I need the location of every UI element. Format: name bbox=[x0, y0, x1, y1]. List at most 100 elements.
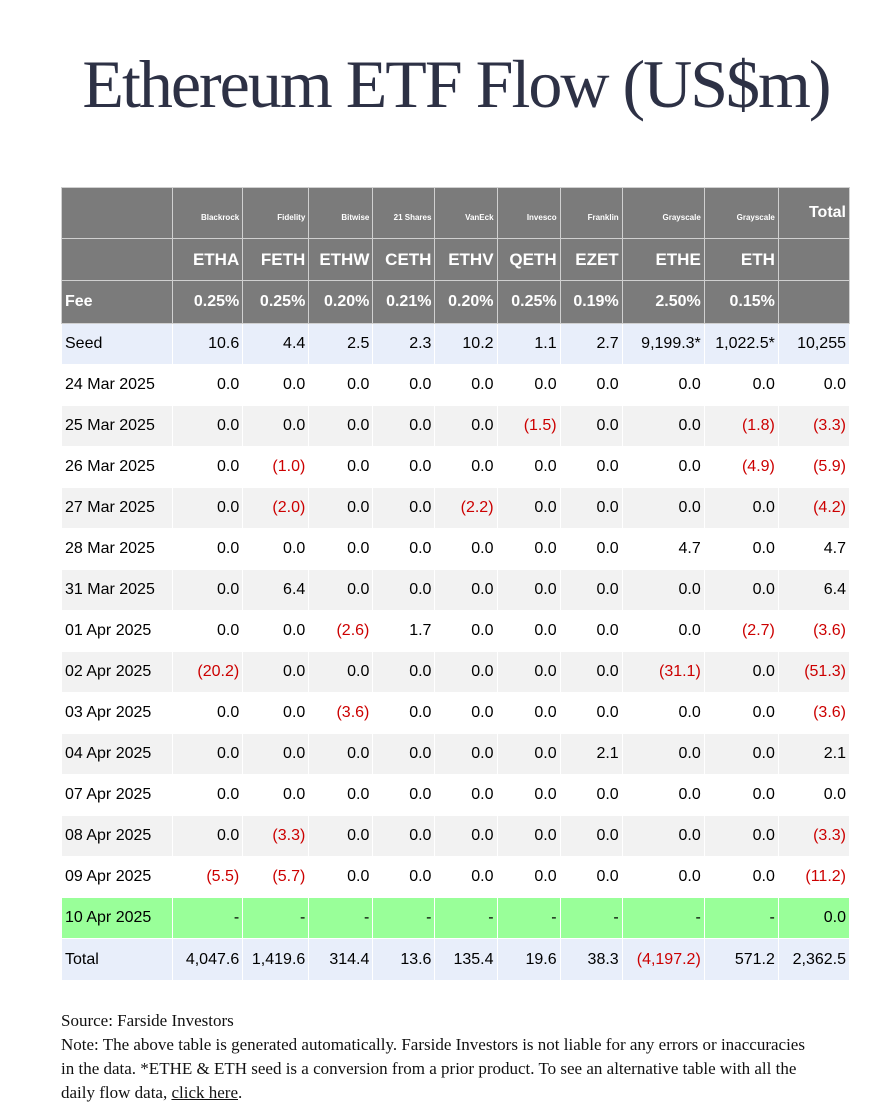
flow-cell: 0.0 bbox=[172, 610, 244, 652]
flow-cell: - bbox=[242, 897, 310, 939]
fee-label: Fee bbox=[60, 280, 174, 324]
flow-cell: 0.0 bbox=[372, 651, 436, 693]
flow-cell: 0.0 bbox=[434, 405, 498, 447]
flow-cell: (11.2) bbox=[777, 856, 851, 898]
flow-cell: (3.6) bbox=[308, 692, 374, 734]
flow-cell: 2.1 bbox=[777, 733, 851, 775]
ticker-header: ETHV bbox=[434, 238, 498, 281]
flow-cell: 0.0 bbox=[372, 528, 436, 570]
table-row: 07 Apr 2025 0.0 0.0 0.0 0.0 0.0 0.0 0.0 0.0 0.0 0.… bbox=[60, 774, 851, 816]
flow-cell: (51.3) bbox=[777, 651, 851, 693]
flow-cell: 0.0 bbox=[496, 774, 561, 816]
flow-cell: 0.0 bbox=[621, 610, 705, 652]
flow-cell: 0.0 bbox=[559, 569, 623, 611]
row-label: Total bbox=[60, 938, 174, 981]
flow-cell: 4.4 bbox=[242, 323, 310, 365]
issuer-header: Grayscale bbox=[703, 187, 779, 239]
click-here-link[interactable]: click here bbox=[171, 1083, 239, 1102]
flow-cell: 0.0 bbox=[434, 651, 498, 693]
table-row: 09 Apr 2025 (5.5) (5.7) 0.0 0.0 0.0 0.0 0.0 0.0 0… bbox=[60, 856, 851, 898]
flow-cell: 0.0 bbox=[434, 692, 498, 734]
flow-cell: 0.0 bbox=[372, 364, 436, 406]
flow-cell: 0.0 bbox=[703, 733, 779, 775]
flow-cell: 4.7 bbox=[621, 528, 705, 570]
issuer-header: VanEck bbox=[434, 187, 498, 239]
flow-cell: 0.0 bbox=[242, 528, 310, 570]
flow-cell: - bbox=[621, 897, 705, 939]
flow-cell: 0.0 bbox=[372, 815, 436, 857]
header-blank-cell bbox=[60, 187, 174, 239]
flow-cell: 0.0 bbox=[372, 446, 436, 488]
fee-cell: 0.20% bbox=[434, 280, 498, 324]
flow-cell: - bbox=[559, 897, 623, 939]
issuer-header: Blackrock bbox=[172, 187, 244, 239]
flow-cell: 0.0 bbox=[242, 774, 310, 816]
flow-cell: 0.0 bbox=[172, 733, 244, 775]
flow-cell: 0.0 bbox=[242, 651, 310, 693]
flow-cell: - bbox=[496, 897, 561, 939]
flow-cell: 0.0 bbox=[621, 733, 705, 775]
flow-cell: 0.0 bbox=[372, 405, 436, 447]
flow-cell: - bbox=[308, 897, 374, 939]
table-row: 25 Mar 2025 0.0 0.0 0.0 0.0 0.0 (1.5) 0.0 0.0 (1.… bbox=[60, 405, 851, 447]
note-end: . bbox=[238, 1083, 243, 1102]
issuer-header: 21 Shares bbox=[372, 187, 436, 239]
flow-cell: 4,047.6 bbox=[172, 938, 244, 981]
flow-cell: 0.0 bbox=[621, 856, 705, 898]
flow-cell: 0.0 bbox=[372, 856, 436, 898]
flow-cell: 0.0 bbox=[621, 815, 705, 857]
flow-cell: 0.0 bbox=[308, 405, 374, 447]
issuer-header: Bitwise bbox=[308, 187, 374, 239]
issuer-header: Fidelity bbox=[242, 187, 310, 239]
flow-cell: (5.9) bbox=[777, 446, 851, 488]
flow-cell: 0.0 bbox=[434, 610, 498, 652]
flow-cell: 0.0 bbox=[434, 528, 498, 570]
flow-cell: 0.0 bbox=[372, 487, 436, 529]
total-row: Total 4,047.6 1,419.6 314.4 13.6 135.4 19.6 38.… bbox=[60, 938, 851, 981]
flow-cell: 0.0 bbox=[621, 446, 705, 488]
flow-cell: 0.0 bbox=[621, 364, 705, 406]
flow-cell: 0.0 bbox=[308, 651, 374, 693]
flow-cell: 0.0 bbox=[559, 446, 623, 488]
flow-cell: (3.3) bbox=[242, 815, 310, 857]
table-row: 03 Apr 2025 0.0 0.0 (3.6) 0.0 0.0 0.0 0.0 0.0 0.0… bbox=[60, 692, 851, 734]
flow-cell: (3.3) bbox=[777, 405, 851, 447]
flow-cell: 0.0 bbox=[172, 405, 244, 447]
ticker-header: ETHE bbox=[621, 238, 705, 281]
row-label: 08 Apr 2025 bbox=[60, 815, 174, 857]
flow-cell: (2.2) bbox=[434, 487, 498, 529]
flow-cell: 0.0 bbox=[496, 569, 561, 611]
flow-cell: 0.0 bbox=[496, 815, 561, 857]
flow-cell: (2.7) bbox=[703, 610, 779, 652]
flow-cell: 38.3 bbox=[559, 938, 623, 981]
fee-cell: 0.25% bbox=[242, 280, 310, 324]
flow-cell: 0.0 bbox=[242, 610, 310, 652]
flow-cell: 1,419.6 bbox=[242, 938, 310, 981]
flow-cell: 1,022.5* bbox=[703, 323, 779, 365]
flow-cell: 0.0 bbox=[559, 856, 623, 898]
flow-cell: 0.0 bbox=[703, 569, 779, 611]
flow-cell: (2.0) bbox=[242, 487, 310, 529]
flow-cell: 0.0 bbox=[621, 692, 705, 734]
issuer-header: Grayscale bbox=[621, 187, 705, 239]
flow-cell: 6.4 bbox=[777, 569, 851, 611]
header-blank-cell bbox=[777, 238, 851, 281]
issuer-header: Invesco bbox=[496, 187, 561, 239]
flow-cell: 0.0 bbox=[434, 815, 498, 857]
flow-cell: 135.4 bbox=[434, 938, 498, 981]
table-row: 04 Apr 2025 0.0 0.0 0.0 0.0 0.0 0.0 2.1 0.0 0.0 2.… bbox=[60, 733, 851, 775]
flow-cell: 0.0 bbox=[496, 446, 561, 488]
flow-cell: 0.0 bbox=[559, 651, 623, 693]
flow-cell: 0.0 bbox=[496, 364, 561, 406]
flow-cell: 0.0 bbox=[496, 733, 561, 775]
row-label: 24 Mar 2025 bbox=[60, 364, 174, 406]
flow-cell: 0.0 bbox=[621, 569, 705, 611]
flow-cell: 0.0 bbox=[559, 364, 623, 406]
flow-cell: 1.1 bbox=[496, 323, 561, 365]
row-label: 01 Apr 2025 bbox=[60, 610, 174, 652]
flow-cell: 571.2 bbox=[703, 938, 779, 981]
flow-cell: 0.0 bbox=[621, 487, 705, 529]
flow-cell: (2.6) bbox=[308, 610, 374, 652]
flow-cell: 0.0 bbox=[621, 405, 705, 447]
row-label: Seed bbox=[60, 323, 174, 365]
